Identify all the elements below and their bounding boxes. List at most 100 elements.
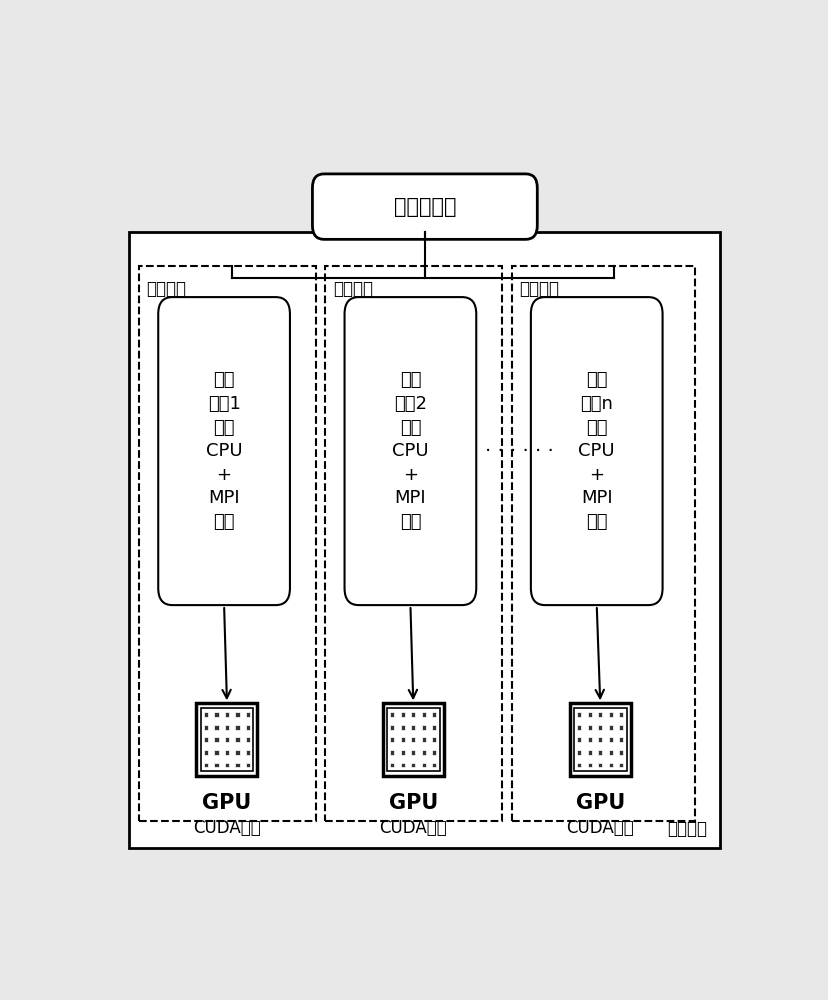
Text: 异构平台: 异构平台 [333,280,373,298]
Bar [235,750,239,755]
Bar [214,750,219,755]
Bar [204,712,208,717]
Bar [587,750,591,755]
Text: GPU: GPU [575,793,624,813]
Text: · · · · · ·: · · · · · · [484,442,553,461]
Bar [411,712,415,717]
Bar [598,737,602,742]
Bar [576,763,580,767]
FancyBboxPatch shape [530,297,662,605]
Bar [246,750,250,755]
Text: 异构平台: 异构平台 [518,280,559,298]
Bar [214,763,219,767]
Bar [214,725,219,730]
Bar [587,725,591,730]
Bar [400,725,404,730]
Bar [224,750,229,755]
Bar [598,725,602,730]
Bar [390,763,394,767]
Text: CUDA架构: CUDA架构 [379,819,446,837]
Bar [196,703,258,776]
Bar [200,708,253,771]
Bar [587,737,591,742]
Bar [431,712,436,717]
Bar [235,763,239,767]
FancyBboxPatch shape [312,174,537,239]
Bar [598,712,602,717]
Bar [224,737,229,742]
Bar [587,763,591,767]
Bar [224,712,229,717]
Bar [214,712,219,717]
Bar [608,725,612,730]
Bar [431,737,436,742]
Bar [246,763,250,767]
Bar [421,725,426,730]
Bar [139,266,315,821]
FancyBboxPatch shape [158,297,290,605]
Bar [235,737,239,742]
Bar [224,763,229,767]
Text: 异构集群: 异构集群 [667,820,707,838]
Bar [598,750,602,755]
Bar [598,763,602,767]
Bar [619,737,623,742]
Bar [129,232,720,848]
Bar [576,750,580,755]
Text: CUDA架构: CUDA架构 [193,819,261,837]
Bar [214,737,219,742]
Bar [390,725,394,730]
Bar [421,750,426,755]
Bar [411,750,415,755]
Bar [383,703,443,776]
Bar [235,712,239,717]
Bar [411,725,415,730]
Bar [619,725,623,730]
Bar [587,712,591,717]
Bar [421,712,426,717]
Bar [576,712,580,717]
Bar [204,750,208,755]
FancyBboxPatch shape [344,297,475,605]
Bar [576,725,580,730]
Text: CUDA架构: CUDA架构 [566,819,633,837]
Bar [400,712,404,717]
Bar [400,763,404,767]
Bar [431,750,436,755]
Bar [246,725,250,730]
Bar [411,737,415,742]
Bar [608,750,612,755]
Text: 存储服务器: 存储服务器 [393,197,455,217]
Bar [608,712,612,717]
Text: 计算
节点2
多核
CPU
+
MPI
环境: 计算 节点2 多核 CPU + MPI 环境 [392,371,428,531]
Bar [246,712,250,717]
Bar [325,266,502,821]
Bar [387,708,439,771]
Text: 异构平台: 异构平台 [147,280,186,298]
Bar [224,725,229,730]
Bar [619,750,623,755]
Bar [576,737,580,742]
Bar [619,712,623,717]
Bar [573,708,626,771]
Bar [608,737,612,742]
Bar [619,763,623,767]
Bar [204,737,208,742]
Bar [390,750,394,755]
Bar [390,712,394,717]
Text: GPU: GPU [388,793,437,813]
Bar [400,750,404,755]
Bar [421,763,426,767]
Text: GPU: GPU [202,793,252,813]
Bar [569,703,630,776]
Bar [204,725,208,730]
Bar [608,763,612,767]
Bar [431,763,436,767]
Bar [411,763,415,767]
Bar [421,737,426,742]
Bar [400,737,404,742]
Text: 计算
节点1
多核
CPU
+
MPI
环境: 计算 节点1 多核 CPU + MPI 环境 [205,371,242,531]
Bar [235,725,239,730]
Bar [246,737,250,742]
Text: 计算
节点n
多核
CPU
+
MPI
环境: 计算 节点n 多核 CPU + MPI 环境 [578,371,614,531]
